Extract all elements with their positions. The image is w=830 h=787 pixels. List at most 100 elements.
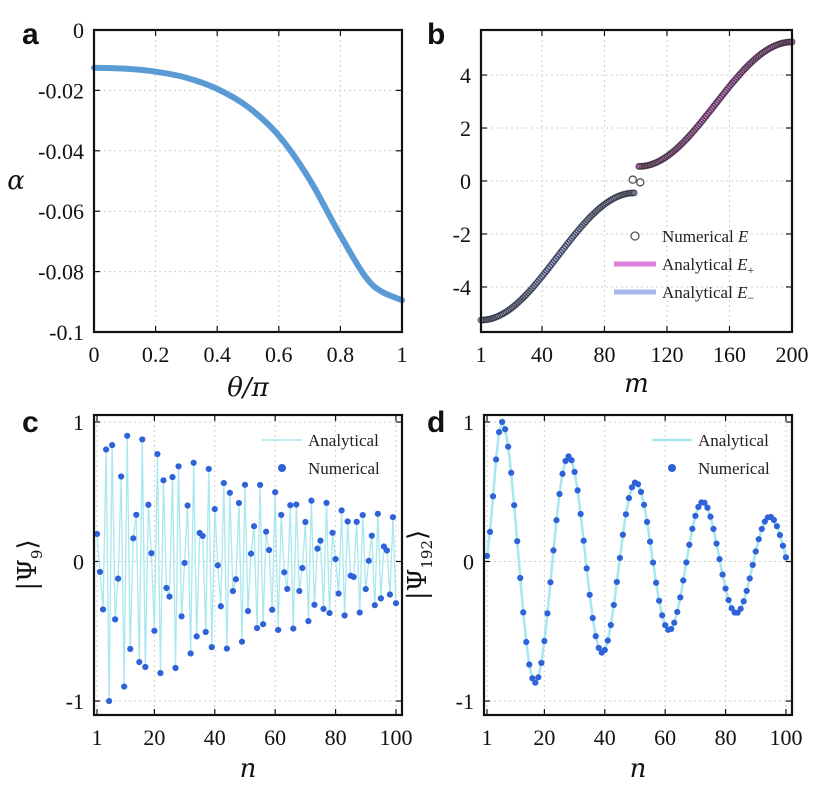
numerical-dot: [692, 512, 699, 520]
numerical-dot: [263, 528, 270, 535]
numerical-dot: [157, 669, 164, 677]
numerical-point: [554, 253, 561, 260]
numerical-dot: [166, 593, 173, 600]
numerical-point: [549, 259, 557, 266]
numerical-dot: [523, 638, 530, 646]
numerical-dot: [725, 596, 732, 604]
numerical-point: [710, 102, 718, 110]
numerical-dot: [238, 638, 246, 645]
numerical-dot: [341, 612, 348, 619]
numerical-dot: [517, 574, 524, 582]
x-tick-label: 40: [531, 342, 553, 367]
numerical-dot: [172, 664, 179, 672]
numerical-dot: [365, 557, 372, 564]
numerical-dot: [281, 569, 288, 576]
numerical-point: [713, 98, 721, 106]
numerical-point: [727, 81, 735, 88]
numerical-dot: [559, 470, 566, 477]
numerical-dot: [290, 625, 297, 632]
analytical-line: [96, 435, 397, 702]
panel-letter-d: d: [427, 406, 445, 439]
numerical-dot: [109, 442, 116, 449]
numerical-dot: [695, 503, 702, 511]
numerical-dot: [371, 602, 378, 609]
numerical-dot: [502, 426, 509, 433]
numerical-dot: [568, 457, 575, 464]
legend-label: Numerical E: [662, 227, 749, 246]
numerical-dot: [127, 645, 134, 653]
numerical-dot: [505, 443, 512, 450]
numerical-dot: [529, 675, 536, 682]
numerical-point: [551, 257, 558, 264]
numerical-dot: [139, 436, 146, 443]
numerical-dot: [686, 541, 693, 548]
numerical-point: [534, 278, 541, 286]
numerical-dot: [779, 542, 787, 549]
numerical-dot: [133, 511, 140, 518]
x-tick-label: 60: [654, 725, 676, 750]
numerical-point: [723, 87, 730, 94]
numerical-point: [569, 233, 577, 240]
y-tick-label: 0: [460, 169, 471, 194]
y-tick-label: 2: [460, 116, 471, 141]
numerical-point: [763, 46, 771, 54]
numerical-point: [535, 277, 543, 284]
y-tick-label: -0.08: [38, 260, 84, 285]
y-tick-label: 0: [73, 550, 84, 575]
numerical-dot: [302, 518, 309, 526]
axis-frame-a: [92, 28, 404, 334]
numerical-dot: [272, 489, 279, 496]
numerical-point: [573, 229, 580, 236]
numerical-dot: [601, 646, 608, 654]
numerical-dot: [121, 683, 128, 690]
numerical-dot: [613, 578, 620, 586]
y-tick-label: -1: [66, 689, 84, 714]
numerical-dot: [619, 531, 627, 538]
numerical-dot: [115, 575, 122, 582]
x-tick-label: 1: [482, 725, 493, 750]
numerical-dot: [541, 637, 548, 645]
numerical-dot: [659, 612, 666, 619]
numerical-dot: [112, 616, 119, 623]
legend-label: Analytical E+: [662, 255, 754, 277]
numerical-dot: [637, 488, 645, 496]
numerical-dot: [701, 499, 708, 506]
x-axis-label: m: [624, 369, 649, 399]
x-tick-label: 0.8: [327, 342, 355, 367]
numerical-point: [709, 104, 716, 112]
numerical-dot: [616, 554, 623, 562]
numerical-dot: [266, 546, 273, 554]
numerical-dot: [683, 559, 690, 566]
numerical-dot: [489, 493, 497, 500]
numerical-dot: [547, 579, 554, 586]
numerical-dot: [284, 585, 291, 593]
numerical-dot: [571, 468, 578, 476]
numerical-dot: [223, 645, 230, 652]
numerical-dot: [217, 603, 224, 610]
numerical-dot: [758, 525, 765, 533]
y-tick-label: -0.02: [38, 78, 84, 103]
y-tick-label: -0.06: [38, 199, 84, 224]
numerical-point: [540, 271, 547, 278]
numerical-point: [719, 90, 727, 98]
numerical-point: [552, 255, 560, 262]
numerical-dot: [577, 510, 584, 518]
y-tick-label: -4: [453, 275, 471, 300]
numerical-dot: [184, 502, 191, 509]
x-axis-label: n: [240, 754, 257, 784]
legend-d: Analytical Numerical: [652, 431, 770, 478]
numerical-point: [555, 251, 563, 258]
numerical-dot: [275, 626, 282, 634]
x-tick-label: 100: [769, 725, 802, 750]
numerical-dot: [160, 477, 167, 484]
legend-label: Analytical E−: [662, 283, 754, 305]
numerical-dot: [362, 586, 369, 593]
legend-label: Analytical: [698, 431, 769, 450]
x-axis-label: θ/π: [227, 373, 269, 403]
numerical-dot: [259, 621, 267, 628]
numerical-dot: [287, 502, 294, 509]
x-tick-label: 80: [715, 725, 737, 750]
x-tick-label: 40: [594, 725, 616, 750]
numerical-dot: [181, 559, 188, 567]
numerical-point: [701, 114, 708, 122]
